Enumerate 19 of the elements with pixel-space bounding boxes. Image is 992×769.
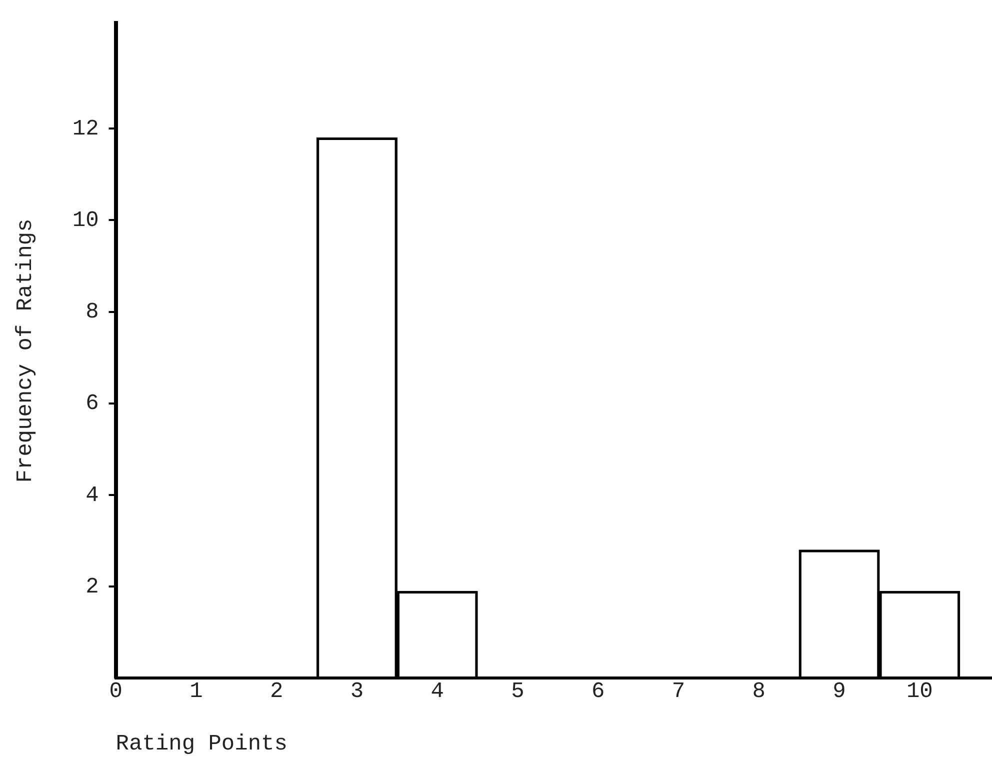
x-tick-label: 4 [430, 679, 444, 704]
x-tick-label: 6 [592, 679, 605, 704]
x-tick-label: 1 [190, 679, 203, 704]
y-tick-label: 6 [86, 391, 99, 416]
x-tick-label: 0 [109, 679, 122, 704]
x-tick-label: 10 [906, 679, 933, 704]
x-tick-label: 7 [672, 679, 686, 704]
x-axis-title: Rating Points [116, 732, 288, 757]
x-tick-label: 2 [270, 679, 284, 704]
y-tick-label: 4 [86, 482, 99, 508]
y-tick-label: 2 [86, 574, 99, 600]
x-tick-label: 9 [832, 679, 846, 704]
y-tick-label: 10 [72, 208, 99, 233]
y-tick-label: 12 [72, 116, 99, 142]
y-tick-label: 8 [86, 300, 99, 325]
y-axis-title: Frequency of Ratings [13, 218, 38, 483]
x-tick-label: 3 [350, 679, 364, 704]
x-tick-label: 5 [511, 679, 524, 704]
x-tick-label: 8 [752, 679, 766, 704]
